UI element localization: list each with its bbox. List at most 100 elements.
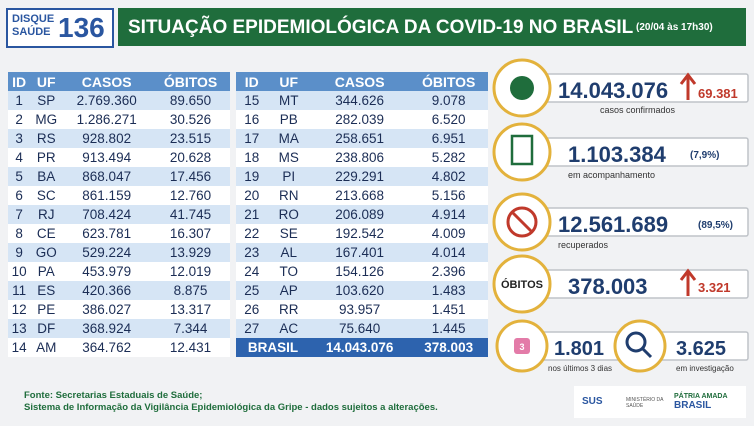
cell: 282.039 <box>309 110 410 129</box>
up-arrow <box>679 268 697 296</box>
table-row: 11 ES 420.366 8.875 <box>8 281 230 300</box>
stat-label: em acompanhamento <box>568 170 655 180</box>
table-row: 16 PB 282.039 6.520 <box>236 110 488 129</box>
cell: 19 <box>236 167 268 186</box>
table-row: 5 BA 868.047 17.456 <box>8 167 230 186</box>
cell: 4.009 <box>409 224 488 243</box>
logo-text: DISQUE SAÚDE <box>12 13 54 39</box>
table-row: 20 RN 213.668 5.156 <box>236 186 488 205</box>
total-cell: BRASIL <box>236 338 310 357</box>
cell: AM <box>30 338 63 357</box>
logo-line: SAÚDE <box>12 26 51 38</box>
column-header: UF <box>267 72 310 91</box>
cell: 861.159 <box>62 186 152 205</box>
cell: MG <box>30 110 63 129</box>
cell: 13.317 <box>151 300 230 319</box>
table-row: 3 RS 928.802 23.515 <box>8 129 230 148</box>
cell: 7.344 <box>151 319 230 338</box>
cell: 167.401 <box>309 243 410 262</box>
cell: 13 <box>8 319 31 338</box>
cell: PB <box>267 110 310 129</box>
stat-change: 69.381 <box>698 86 738 101</box>
cell: 24 <box>236 262 268 281</box>
column-header: ID <box>8 72 31 91</box>
cell: 20 <box>236 186 268 205</box>
cell: 238.806 <box>309 148 410 167</box>
cell: 17 <box>236 129 268 148</box>
cell: RO <box>267 205 310 224</box>
virus-icon <box>510 76 534 100</box>
icon-circle <box>492 254 552 314</box>
cell: DF <box>30 319 63 338</box>
cell: 4.014 <box>409 243 488 262</box>
icon-circle <box>613 319 667 373</box>
stat-value: 14.043.076 <box>558 78 668 103</box>
cell: AP <box>267 281 310 300</box>
cell: 16.307 <box>151 224 230 243</box>
cell: 623.781 <box>62 224 152 243</box>
calendar-icon <box>514 338 530 354</box>
logo-gov-line: PÁTRIA AMADA <box>674 393 728 400</box>
table-row: 23 AL 167.401 4.014 <box>236 243 488 262</box>
cell: RN <box>267 186 310 205</box>
cell: 15 <box>236 91 268 110</box>
recovered-icon <box>506 206 538 238</box>
logos: SUS MINISTÉRIO DA SAÚDE PÁTRIA AMADA BRAS… <box>574 386 746 418</box>
cell: 12 <box>8 300 31 319</box>
cell: 4.914 <box>409 205 488 224</box>
table-row: 10 PA 453.979 12.019 <box>8 262 230 281</box>
cell: 6 <box>8 186 31 205</box>
cell: 23.515 <box>151 129 230 148</box>
cell: 26 <box>236 300 268 319</box>
cell: 229.291 <box>309 167 410 186</box>
table-row: 24 TO 154.126 2.396 <box>236 262 488 281</box>
cell: 4 <box>8 148 31 167</box>
cell: GO <box>30 243 63 262</box>
table-row: 8 CE 623.781 16.307 <box>8 224 230 243</box>
stat-change: 3.321 <box>698 280 731 295</box>
cell: 17.456 <box>151 167 230 186</box>
cell: SC <box>30 186 63 205</box>
cell: 18 <box>236 148 268 167</box>
table-row: 13 DF 368.924 7.344 <box>8 319 230 338</box>
cell: 23 <box>236 243 268 262</box>
up-arrow <box>679 72 697 100</box>
column-header: CASOS <box>62 72 152 91</box>
cell: 13.929 <box>151 243 230 262</box>
cell: 25 <box>236 281 268 300</box>
cell: 2 <box>8 110 31 129</box>
cell: 6.951 <box>409 129 488 148</box>
cell: MS <box>267 148 310 167</box>
header-row: ID UF CASOS ÓBITOS <box>236 72 488 91</box>
table-row: 7 RJ 708.424 41.745 <box>8 205 230 224</box>
cell: 1.445 <box>409 319 488 338</box>
cell: 453.979 <box>62 262 152 281</box>
cell: 258.651 <box>309 129 410 148</box>
cell: 192.542 <box>309 224 410 243</box>
logo-line: DISQUE <box>12 13 55 25</box>
stats-panel: 14.043.076 69.381 1.103.384 (7,9%) 12.56… <box>492 58 749 373</box>
cell: 420.366 <box>62 281 152 300</box>
table-row: 18 MS 238.806 5.282 <box>236 148 488 167</box>
table-row: 25 AP 103.620 1.483 <box>236 281 488 300</box>
cell: 21 <box>236 205 268 224</box>
cell: 12.019 <box>151 262 230 281</box>
cell: 22 <box>236 224 268 243</box>
cell: 4.802 <box>409 167 488 186</box>
recovered-icon <box>510 210 534 234</box>
title-bar: SITUAÇÃO EPIDEMIOLÓGICA DA COVID-19 NO B… <box>118 8 746 46</box>
stat-value: 1.801 <box>554 338 604 360</box>
cell: 8.875 <box>151 281 230 300</box>
cell: 75.640 <box>309 319 410 338</box>
cell: 20.628 <box>151 148 230 167</box>
cell: 868.047 <box>62 167 152 186</box>
cell: SE <box>267 224 310 243</box>
footer-system: Sistema de Informação da Vigilância Epid… <box>24 402 438 413</box>
stat-label: em investigação <box>676 364 734 373</box>
table-row: 26 RR 93.957 1.451 <box>236 300 488 319</box>
clipboard-icon <box>510 134 534 166</box>
cell: 3 <box>8 129 31 148</box>
cell: 30.526 <box>151 110 230 129</box>
table-row: 9 GO 529.224 13.929 <box>8 243 230 262</box>
cell: AC <box>267 319 310 338</box>
